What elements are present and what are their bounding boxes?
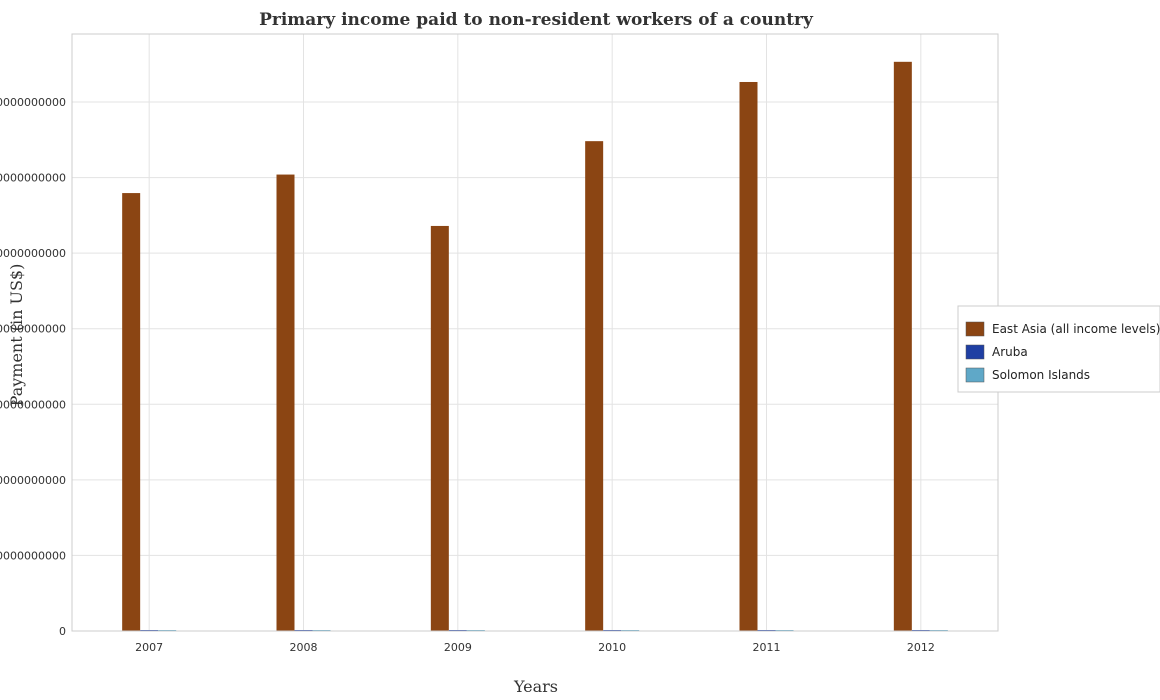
bars bbox=[122, 61, 948, 632]
legend-box bbox=[957, 305, 1160, 393]
legend-swatch bbox=[965, 321, 985, 337]
legend-label: East Asia (all income levels) bbox=[992, 322, 1160, 336]
bar-east-asia-all-income-levels-2010 bbox=[585, 141, 604, 631]
plot-frame bbox=[71, 33, 999, 632]
y-tick-label: 300000000000 bbox=[0, 398, 66, 411]
legend-swatch bbox=[965, 344, 985, 360]
y-ticks: 0 100000000000 200000000000 300000000000 400… bbox=[0, 96, 66, 638]
bar-east-asia-all-income-levels-2011 bbox=[739, 81, 758, 632]
grid bbox=[72, 34, 998, 632]
bar-east-asia-all-income-levels-2009 bbox=[430, 225, 449, 631]
y-tick-label: 100000000000 bbox=[0, 549, 66, 562]
x-tick-label: 2008 bbox=[290, 641, 318, 654]
y-tick-label: 200000000000 bbox=[0, 474, 66, 487]
x-ticks: 2007 2008 2009 2010 2011 2012 bbox=[135, 641, 935, 654]
legend: East Asia (all income levels) Aruba Solomo… bbox=[957, 305, 1160, 393]
y-tick-label: 0 bbox=[59, 625, 66, 638]
y-tick-label: 600000000000 bbox=[0, 172, 66, 185]
legend-swatch bbox=[965, 367, 985, 383]
x-tick-label: 2010 bbox=[598, 641, 626, 654]
x-tick-label: 2007 bbox=[135, 641, 163, 654]
x-tick-label: 2011 bbox=[753, 641, 781, 654]
bar-east-asia-all-income-levels-2007 bbox=[122, 193, 141, 632]
x-tick-label: 2009 bbox=[444, 641, 472, 654]
bar-east-asia-all-income-levels-2008 bbox=[276, 174, 295, 631]
y-tick-label: 500000000000 bbox=[0, 247, 66, 260]
x-tick-label: 2012 bbox=[907, 641, 935, 654]
x-axis-label: Years bbox=[513, 677, 558, 696]
bar-east-asia-all-income-levels-2012 bbox=[893, 61, 912, 631]
chart-title: Primary income paid to non-resident work… bbox=[259, 10, 814, 30]
y-axis-label: Payment (in US$) bbox=[7, 264, 26, 407]
legend-label: Aruba bbox=[992, 345, 1028, 359]
y-tick-label: 400000000000 bbox=[0, 323, 66, 336]
legend-label: Solomon Islands bbox=[992, 368, 1090, 382]
y-tick-label: 700000000000 bbox=[0, 96, 66, 109]
